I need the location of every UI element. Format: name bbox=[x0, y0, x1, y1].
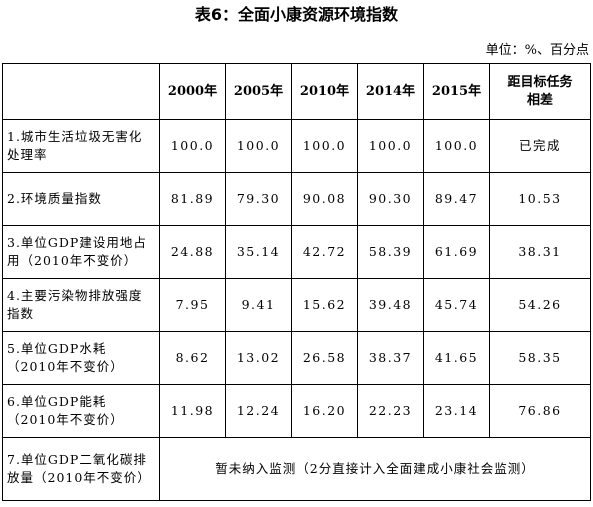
header-cell-2015: 2015年 bbox=[423, 63, 490, 120]
table-cell: 58.35 bbox=[489, 331, 591, 385]
page-title: 表6：全面小康资源环境指数 bbox=[194, 5, 399, 24]
table-cell: 16.20 bbox=[291, 384, 358, 438]
merged-note-cell: 暂未纳入监测（2分直接计入全面建成小康社会监测） bbox=[159, 437, 591, 501]
table-cell: 7.95 bbox=[159, 278, 226, 332]
table-cell: 81.89 bbox=[159, 172, 226, 226]
table-cell: 61.69 bbox=[423, 225, 490, 279]
table-cell: 89.47 bbox=[423, 172, 490, 226]
table-cell: 58.39 bbox=[357, 225, 424, 279]
table-cell: 39.48 bbox=[357, 278, 424, 332]
table-cell: 100.0 bbox=[357, 119, 424, 173]
row-label: 3.单位GDP建设用地占用（2010年不变价） bbox=[2, 225, 160, 279]
table-row: 1.城市生活垃圾无害化处理率 100.0 100.0 100.0 100.0 1… bbox=[2, 119, 591, 173]
table-cell: 已完成 bbox=[489, 119, 591, 173]
resource-environment-table: 2000年 2005年 2010年 2014年 2015年 距目标任务相差 1.… bbox=[2, 63, 591, 501]
table-cell: 79.30 bbox=[225, 172, 292, 226]
table-row: 5.单位GDP水耗（2010年不变价） 8.62 13.02 26.58 38.… bbox=[2, 331, 591, 385]
table-cell: 12.24 bbox=[225, 384, 292, 438]
table-cell: 22.23 bbox=[357, 384, 424, 438]
table-cell: 38.31 bbox=[489, 225, 591, 279]
table-cell: 35.14 bbox=[225, 225, 292, 279]
table-cell: 76.86 bbox=[489, 384, 591, 438]
table-header-row: 2000年 2005年 2010年 2014年 2015年 距目标任务相差 bbox=[2, 63, 591, 120]
header-cell-2000: 2000年 bbox=[159, 63, 226, 120]
table-cell: 23.14 bbox=[423, 384, 490, 438]
row-label: 7.单位GDP二氧化碳排放量（2010年不变价） bbox=[2, 437, 160, 501]
table-cell: 90.30 bbox=[357, 172, 424, 226]
header-cell-2005: 2005年 bbox=[225, 63, 292, 120]
header-cell-2010: 2010年 bbox=[291, 63, 358, 120]
table-cell: 13.02 bbox=[225, 331, 292, 385]
table-cell: 45.74 bbox=[423, 278, 490, 332]
table-cell: 15.62 bbox=[291, 278, 358, 332]
table-row: 4.主要污染物排放强度指数 7.95 9.41 15.62 39.48 45.7… bbox=[2, 278, 591, 332]
table-cell: 9.41 bbox=[225, 278, 292, 332]
header-cell-2014: 2014年 bbox=[357, 63, 424, 120]
header-cell-gap: 距目标任务相差 bbox=[489, 63, 591, 120]
table-cell: 100.0 bbox=[159, 119, 226, 173]
table-cell: 38.37 bbox=[357, 331, 424, 385]
table-cell: 41.65 bbox=[423, 331, 490, 385]
table-cell: 100.0 bbox=[423, 119, 490, 173]
row-label: 6.单位GDP能耗（2010年不变价） bbox=[2, 384, 160, 438]
row-label: 2.环境质量指数 bbox=[2, 172, 160, 226]
table-row: 2.环境质量指数 81.89 79.30 90.08 90.30 89.47 1… bbox=[2, 172, 591, 226]
table-cell: 54.26 bbox=[489, 278, 591, 332]
table-cell: 100.0 bbox=[225, 119, 292, 173]
table-row: 3.单位GDP建设用地占用（2010年不变价） 24.88 35.14 42.7… bbox=[2, 225, 591, 279]
row-label: 4.主要污染物排放强度指数 bbox=[2, 278, 160, 332]
table-cell: 8.62 bbox=[159, 331, 226, 385]
table-cell: 11.98 bbox=[159, 384, 226, 438]
table-cell: 24.88 bbox=[159, 225, 226, 279]
header-cell-empty bbox=[2, 63, 160, 120]
table-row: 7.单位GDP二氧化碳排放量（2010年不变价） 暂未纳入监测（2分直接计入全面… bbox=[2, 437, 591, 501]
table-cell: 90.08 bbox=[291, 172, 358, 226]
row-label: 1.城市生活垃圾无害化处理率 bbox=[2, 119, 160, 173]
unit-label: 单位：%、百分点 bbox=[485, 43, 589, 58]
table-row: 6.单位GDP能耗（2010年不变价） 11.98 12.24 16.20 22… bbox=[2, 384, 591, 438]
table-cell: 26.58 bbox=[291, 331, 358, 385]
table-cell: 42.72 bbox=[291, 225, 358, 279]
row-label: 5.单位GDP水耗（2010年不变价） bbox=[2, 331, 160, 385]
table-cell: 10.53 bbox=[489, 172, 591, 226]
table-cell: 100.0 bbox=[291, 119, 358, 173]
